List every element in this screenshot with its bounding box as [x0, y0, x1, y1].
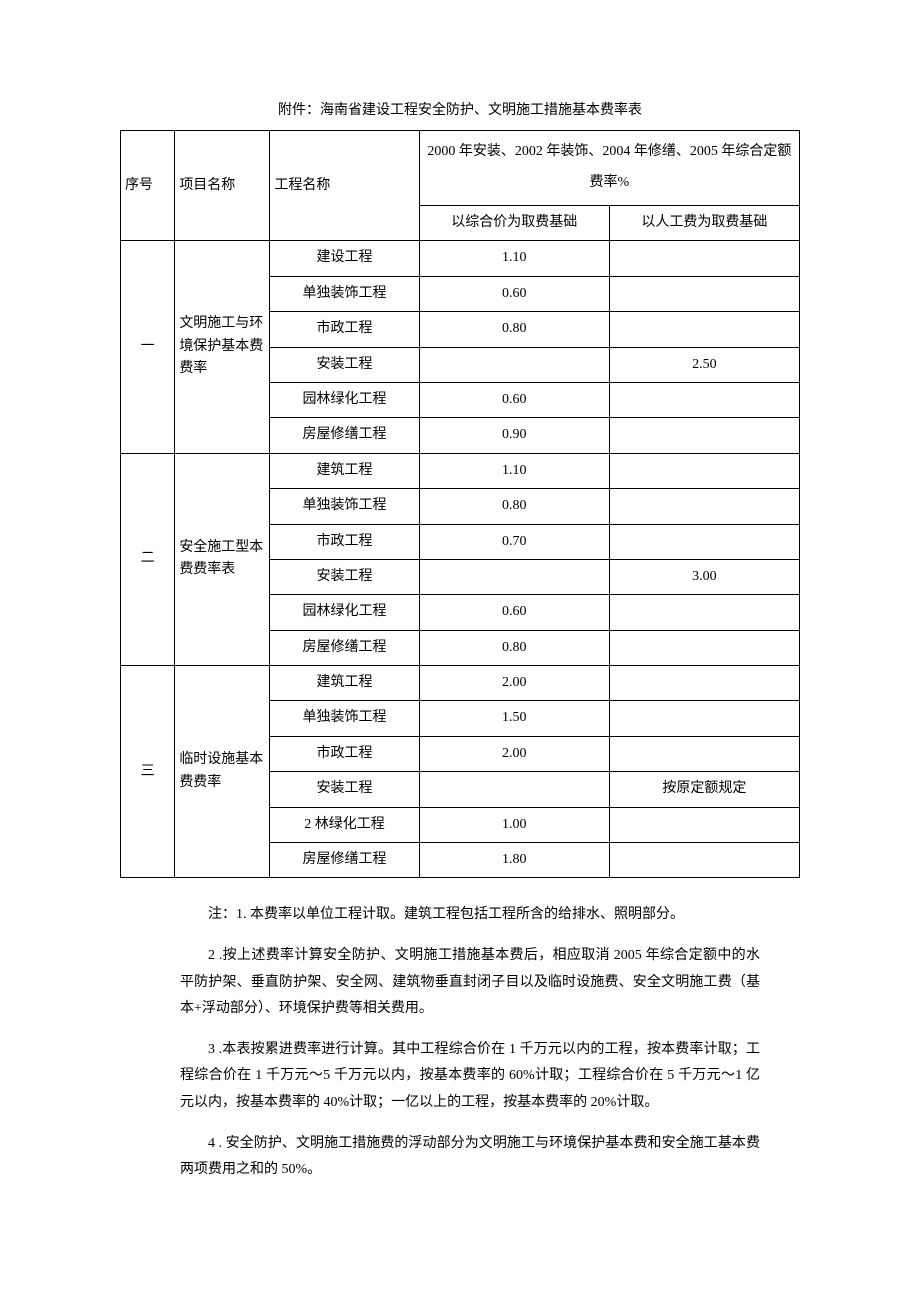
cell-rate-composite: 0.70: [419, 524, 609, 559]
cell-rate-composite: 0.80: [419, 312, 609, 347]
cell-rate-labor: [609, 489, 799, 524]
cell-project-name: 文明施工与环境保护基本费费率: [175, 241, 270, 453]
cell-rate-composite: [419, 347, 609, 382]
cell-project-name: 临时设施基本费费率: [175, 666, 270, 878]
cell-rate-labor: 2.50: [609, 347, 799, 382]
cell-rate-composite: [419, 772, 609, 807]
cell-rate-labor: [609, 843, 799, 878]
note-1: 注：1. 本费率以单位工程计取。建筑工程包括工程所含的给排水、照明部分。: [180, 902, 760, 929]
cell-engineering-name: 安装工程: [270, 347, 419, 382]
cell-rate-labor: [609, 630, 799, 665]
cell-rate-labor: 按原定额规定: [609, 772, 799, 807]
cell-rate-labor: [609, 276, 799, 311]
cell-engineering-name: 单独装饰工程: [270, 276, 419, 311]
cell-rate-labor: [609, 701, 799, 736]
th-labor-basis: 以人工费为取费基础: [609, 205, 799, 240]
notes-block: 注：1. 本费率以单位工程计取。建筑工程包括工程所含的给排水、照明部分。 2 .…: [120, 902, 800, 1183]
th-engineering-name: 工程名称: [270, 131, 419, 241]
cell-rate-composite: 0.60: [419, 276, 609, 311]
table-row: 三临时设施基本费费率建筑工程2.00: [121, 666, 800, 701]
cell-rate-labor: [609, 666, 799, 701]
cell-rate-composite: 0.60: [419, 595, 609, 630]
cell-rate-composite: 1.00: [419, 807, 609, 842]
cell-rate-composite: 2.00: [419, 666, 609, 701]
th-composite-basis: 以综合价为取费基础: [419, 205, 609, 240]
table-row: 二安全施工型本费费率表建筑工程1.10: [121, 453, 800, 488]
cell-rate-composite: [419, 559, 609, 594]
cell-engineering-name: 园林绿化工程: [270, 595, 419, 630]
cell-rate-composite: 0.80: [419, 489, 609, 524]
cell-rate-composite: 1.10: [419, 453, 609, 488]
cell-engineering-name: 安装工程: [270, 772, 419, 807]
cell-engineering-name: 建筑工程: [270, 453, 419, 488]
cell-rate-labor: [609, 382, 799, 417]
cell-rate-composite: 0.80: [419, 630, 609, 665]
note-3: 3 .本表按累进费率进行计算。其中工程综合价在 1 千万元以内的工程，按本费率计…: [180, 1037, 760, 1117]
cell-rate-labor: [609, 736, 799, 771]
cell-rate-composite: 1.10: [419, 241, 609, 276]
cell-seq: 三: [121, 666, 175, 878]
cell-engineering-name: 市政工程: [270, 312, 419, 347]
cell-rate-composite: 2.00: [419, 736, 609, 771]
note-2: 2 .按上述费率计算安全防护、文明施工措施基本费后，相应取消 2005 年综合定…: [180, 943, 760, 1023]
cell-rate-labor: [609, 312, 799, 347]
page-title: 附件：海南省建设工程安全防护、文明施工措施基本费率表: [120, 100, 800, 122]
cell-engineering-name: 房屋修缮工程: [270, 418, 419, 453]
cell-engineering-name: 建设工程: [270, 241, 419, 276]
cell-engineering-name: 房屋修缮工程: [270, 843, 419, 878]
note-4: 4 . 安全防护、文明施工措施费的浮动部分为文明施工与环境保护基本费和安全施工基…: [180, 1131, 760, 1184]
cell-rate-labor: [609, 595, 799, 630]
cell-seq: 二: [121, 453, 175, 665]
cell-engineering-name: 建筑工程: [270, 666, 419, 701]
cell-engineering-name: 市政工程: [270, 524, 419, 559]
cell-engineering-name: 单独装饰工程: [270, 701, 419, 736]
cell-project-name: 安全施工型本费费率表: [175, 453, 270, 665]
cell-engineering-name: 园林绿化工程: [270, 382, 419, 417]
cell-rate-labor: [609, 241, 799, 276]
cell-rate-labor: [609, 418, 799, 453]
cell-engineering-name: 房屋修缮工程: [270, 630, 419, 665]
cell-rate-labor: [609, 453, 799, 488]
rate-table: 序号 项目名称 工程名称 2000 年安装、2002 年装饰、2004 年修缮、…: [120, 130, 800, 878]
table-row: 一文明施工与环境保护基本费费率建设工程1.10: [121, 241, 800, 276]
cell-rate-labor: [609, 524, 799, 559]
cell-rate-composite: 0.60: [419, 382, 609, 417]
cell-engineering-name: 单独装饰工程: [270, 489, 419, 524]
th-project-name: 项目名称: [175, 131, 270, 241]
cell-engineering-name: 市政工程: [270, 736, 419, 771]
th-rate-group: 2000 年安装、2002 年装饰、2004 年修缮、2005 年综合定额费率%: [419, 131, 799, 206]
cell-rate-labor: 3.00: [609, 559, 799, 594]
th-seq: 序号: [121, 131, 175, 241]
cell-engineering-name: 2 林绿化工程: [270, 807, 419, 842]
cell-rate-composite: 1.50: [419, 701, 609, 736]
table-header-row-1: 序号 项目名称 工程名称 2000 年安装、2002 年装饰、2004 年修缮、…: [121, 131, 800, 206]
cell-rate-labor: [609, 807, 799, 842]
cell-seq: 一: [121, 241, 175, 453]
cell-rate-composite: 1.80: [419, 843, 609, 878]
cell-engineering-name: 安装工程: [270, 559, 419, 594]
cell-rate-composite: 0.90: [419, 418, 609, 453]
